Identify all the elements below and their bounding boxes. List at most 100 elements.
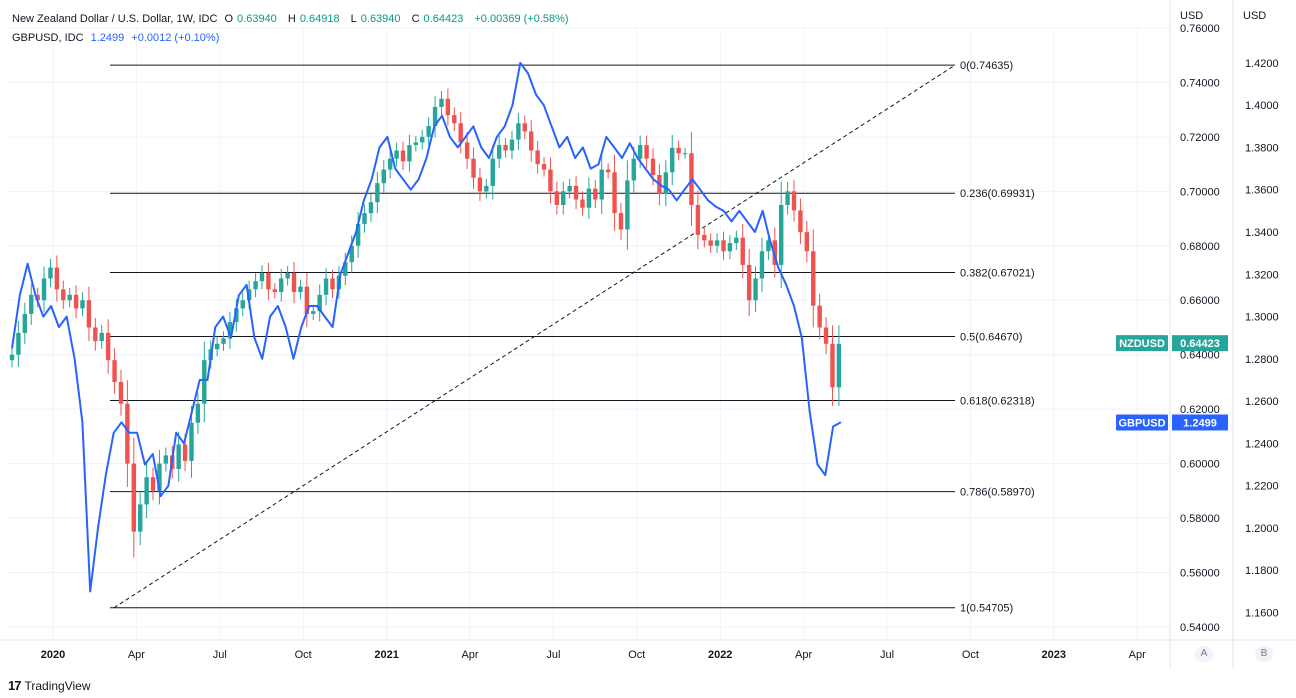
candle-body (22, 313, 28, 333)
time-tick-label: Oct (295, 649, 312, 661)
candle-body (227, 322, 233, 339)
candle (791, 180, 797, 222)
gbp-tick-label: 1.2000 (1245, 523, 1279, 535)
candle-body (535, 150, 540, 165)
candle (567, 178, 572, 199)
candle-body (144, 477, 149, 505)
candle (311, 304, 316, 321)
candle-body (740, 237, 745, 265)
candle-body (663, 172, 669, 195)
candle-body (112, 360, 117, 382)
fib-level-label: 0.236(0.69931) (960, 188, 1035, 200)
candle (266, 262, 271, 300)
candle (227, 311, 233, 349)
legend-compare-row: GBPUSD, IDC 1.2499 +0.0012 (+0.10%) (12, 29, 573, 48)
candle-body (612, 172, 617, 214)
candle-body (811, 251, 816, 306)
time-tick-label: 2022 (708, 649, 732, 661)
time-tick-label: Jul (213, 649, 227, 661)
candle (240, 292, 245, 317)
candle-body (86, 300, 92, 328)
nzd-tick-label: 0.54000 (1180, 622, 1220, 634)
legend-low: L 0.63940 (351, 13, 405, 25)
candle-body (509, 139, 515, 151)
candle (29, 283, 34, 326)
candle-body (80, 300, 85, 309)
candle (381, 160, 386, 193)
candle-body (650, 158, 656, 176)
axis-a-button[interactable]: A (1195, 646, 1213, 662)
candle-body (259, 273, 265, 282)
fib-trend-line[interactable] (113, 64, 956, 609)
candle-body (464, 142, 470, 159)
candle (118, 369, 124, 416)
candle-body (253, 281, 258, 290)
candle (695, 190, 701, 250)
legend-low-value: 0.63940 (360, 13, 401, 25)
candle-body (746, 264, 752, 301)
candle-body (439, 98, 444, 107)
candle-body (766, 240, 771, 252)
candle (221, 331, 226, 351)
candle-body (323, 278, 329, 295)
candle (580, 191, 585, 216)
candle (253, 273, 258, 298)
legend-high-label: H (287, 13, 296, 25)
candle (214, 336, 220, 357)
nzdusd-candles (9, 88, 842, 558)
candle-body (93, 327, 98, 342)
candle (599, 155, 604, 214)
candle (836, 325, 842, 406)
candle-body (330, 278, 335, 290)
candle (176, 431, 181, 482)
gbp-tick-label: 1.1800 (1245, 565, 1279, 577)
candle-body (413, 142, 419, 146)
candle-body (9, 354, 15, 361)
candle (304, 273, 310, 328)
candle-body (804, 232, 810, 252)
candle-body (503, 145, 508, 151)
candle (458, 112, 463, 154)
candle (535, 140, 540, 174)
candle-body (343, 262, 348, 276)
candle-body (471, 158, 476, 178)
candle (298, 279, 303, 300)
gbp-tick-label: 1.2400 (1245, 438, 1279, 450)
candle-body (118, 381, 124, 404)
fibonacci-retracement[interactable]: 0(0.74635) 0.236(0.69931) 0.382(0.67021) 0.… (110, 60, 1035, 615)
time-tick-label: 2020 (41, 649, 65, 661)
candle-body (708, 240, 713, 246)
axis-b-button[interactable]: B (1255, 646, 1273, 662)
candle-body (644, 145, 649, 159)
candle-body (702, 234, 707, 241)
fib-level-label: 0.382(0.67021) (960, 267, 1035, 279)
candle (22, 302, 28, 345)
candle-body (125, 403, 130, 464)
candle-body (734, 237, 739, 244)
nzd-tick-label: 0.76000 (1180, 23, 1220, 35)
candle-body (73, 294, 79, 309)
candle (48, 258, 53, 288)
nzdusd-badge: NZDUSD 0.64423 (1116, 335, 1228, 352)
candle-body (279, 278, 284, 293)
candle-body (387, 158, 393, 170)
candle-body (779, 204, 784, 265)
candle (138, 490, 143, 546)
candle-body (484, 185, 489, 192)
candle-body (529, 131, 534, 151)
chart-legend: New Zealand Dollar / U.S. Dollar, 1W, ID… (12, 10, 573, 48)
tradingview-logo-icon: 17 (8, 678, 22, 693)
candle-body (599, 169, 604, 200)
candle-body (189, 422, 194, 461)
candle-body (580, 199, 585, 208)
candle (573, 176, 579, 210)
candle (16, 320, 21, 367)
candle-body (61, 289, 66, 301)
legend-close-value: 0.64423 (423, 13, 464, 25)
candle (73, 285, 79, 318)
candle (490, 145, 495, 200)
candle-body (785, 191, 790, 205)
time-tick-label: 2023 (1042, 649, 1066, 661)
candle (80, 292, 85, 317)
